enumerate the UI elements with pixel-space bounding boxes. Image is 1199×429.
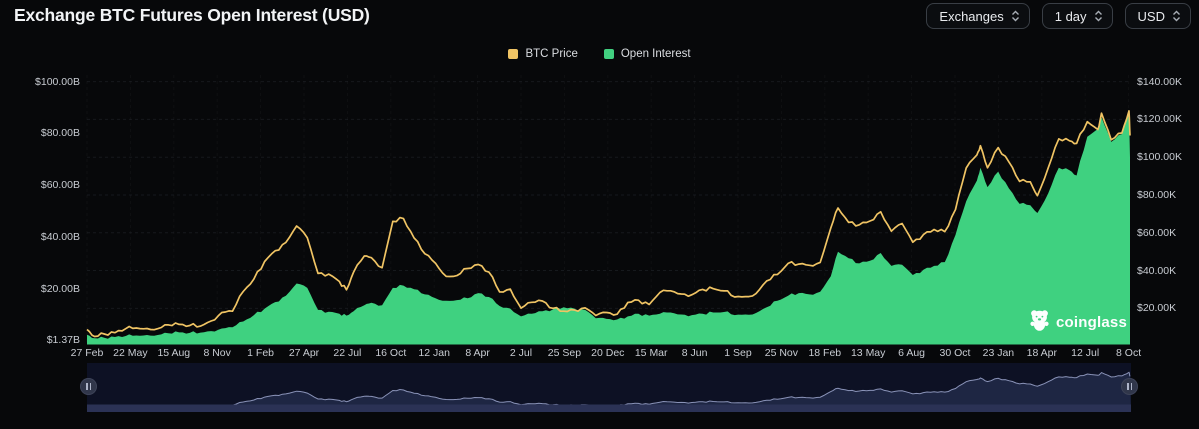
right-axis-tick-label: $20.00K (1137, 302, 1177, 315)
chart-controls: Exchanges 1 day USD (926, 3, 1191, 29)
left-axis-tick-label: $40.00B (40, 230, 80, 243)
left-axis-tick-label: $80.00B (40, 127, 80, 140)
x-axis-tick-label: 25 Nov (764, 347, 799, 359)
right-axis-tick-label: $80.00K (1137, 188, 1177, 201)
unfold-arrows-icon (1011, 10, 1020, 22)
x-axis-tick-label: 16 Oct (375, 347, 407, 359)
x-axis-tick-label: 1 Feb (247, 347, 275, 359)
chart-legend: BTC Price Open Interest (0, 48, 1199, 60)
right-axis-tick-label: $140.00K (1137, 75, 1182, 88)
right-axis-tick-label: $100.00K (1137, 151, 1182, 164)
x-axis-tick-label: 13 May (850, 347, 886, 359)
left-axis-tick-label: $100.00B (35, 75, 80, 88)
x-axis-tick-label: 22 Jul (333, 347, 362, 359)
x-axis-tick-label: 30 Oct (939, 347, 971, 359)
left-axis-tick-label: $1.37B (46, 334, 80, 347)
right-axis-tick-label: $40.00K (1137, 264, 1177, 277)
interval-dropdown[interactable]: 1 day (1041, 3, 1113, 29)
x-axis-tick-label: 8 Apr (465, 347, 490, 359)
x-axis-tick-label: 6 Aug (898, 347, 926, 359)
x-axis-tick-label: 18 Feb (808, 347, 842, 359)
page-title: Exchange BTC Futures Open Interest (USD) (14, 5, 370, 25)
x-axis-tick-label: 15 Mar (634, 347, 668, 359)
x-axis-tick-label: 27 Feb (70, 347, 104, 359)
navigator-right-handle[interactable] (1121, 378, 1138, 395)
unfold-arrows-icon (1094, 10, 1103, 22)
x-axis-tick-label: 25 Sep (547, 347, 582, 359)
left-axis-tick-label: $20.00B (40, 282, 80, 295)
legend-item-btc-price[interactable]: BTC Price (508, 48, 578, 60)
x-axis-tick-label: 22 May (113, 347, 148, 359)
x-axis-tick-label: 1 Sep (724, 347, 752, 359)
x-axis-tick-label: 8 Oct (1116, 347, 1142, 359)
legend-open-interest-label: Open Interest (620, 48, 691, 60)
x-axis-tick-label: 12 Jul (1071, 347, 1100, 359)
exchanges-dropdown[interactable]: Exchanges (926, 3, 1030, 29)
x-axis-tick-label: 2 Jul (509, 347, 533, 359)
right-axis-tick-label: $120.00K (1137, 113, 1182, 126)
x-axis-tick-label: 23 Jan (982, 347, 1015, 359)
x-axis-tick-label: 8 Jun (681, 347, 708, 359)
right-axis-tick-label: $60.00K (1137, 226, 1177, 239)
btc-price-swatch (508, 49, 519, 59)
open-interest-swatch (603, 49, 614, 59)
legend-btc-price-label: BTC Price (525, 48, 578, 60)
x-axis-tick-label: 27 Apr (288, 347, 320, 359)
x-axis-tick-label: 18 Apr (1026, 347, 1057, 359)
navigator-left-handle[interactable] (80, 378, 97, 395)
currency-dropdown-label: USD (1137, 8, 1165, 24)
legend-item-open-interest[interactable]: Open Interest (603, 48, 691, 60)
x-axis-tick-label: 20 Dec (591, 347, 625, 359)
exchanges-dropdown-label: Exchanges (939, 8, 1004, 24)
x-axis-tick-label: 8 Nov (203, 347, 231, 359)
currency-dropdown[interactable]: USD (1124, 3, 1191, 29)
interval-dropdown-label: 1 day (1054, 8, 1087, 24)
left-axis-tick-label: $60.00B (40, 179, 80, 192)
x-axis-tick-label: 15 Aug (157, 347, 191, 359)
unfold-arrows-icon (1172, 10, 1181, 22)
x-axis-tick-label: 12 Jan (418, 347, 450, 359)
